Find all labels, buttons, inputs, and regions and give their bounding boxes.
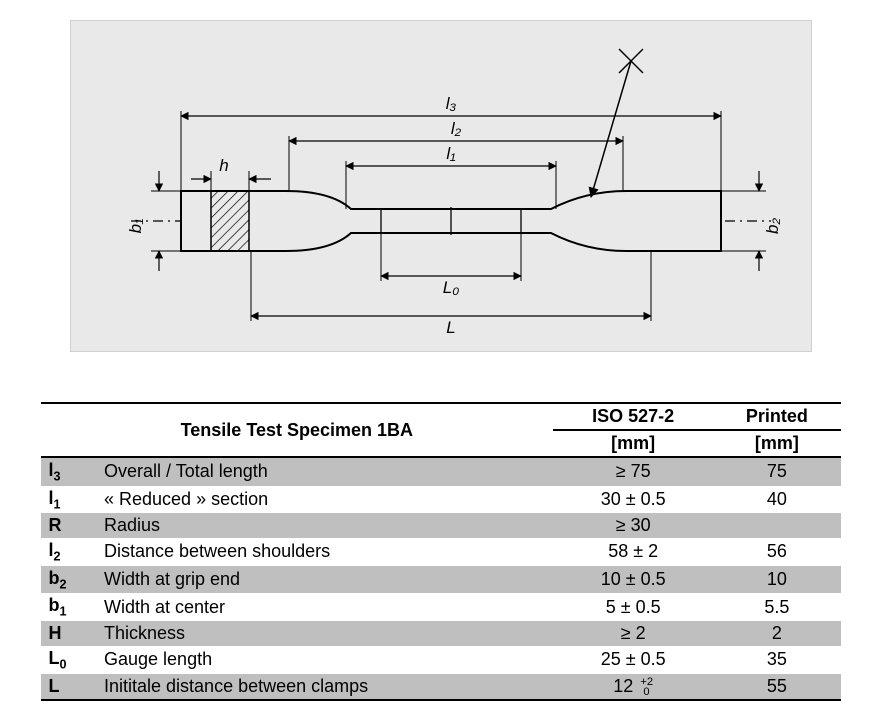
row-desc: Width at center: [96, 593, 553, 621]
svg-text:l₃: l₃: [445, 94, 456, 113]
row-desc: « Reduced » section: [96, 486, 553, 514]
row-symbol: H: [41, 621, 97, 646]
row-printed: 35: [713, 646, 840, 674]
table-header: Tensile Test Specimen 1BA ISO 527-2 Prin…: [41, 403, 841, 457]
row-iso: 12 +2 0: [553, 674, 713, 700]
row-desc: Overall / Total length: [96, 457, 553, 486]
hatched-section: [211, 191, 249, 251]
specimen-diagram: h l₃ l₂ l₁ L₀ L: [70, 20, 812, 352]
dim-l3: l₃: [181, 94, 721, 191]
row-iso: 58 ± 2: [553, 538, 713, 566]
col-printed-unit: [mm]: [713, 430, 840, 457]
row-iso: ≥ 75: [553, 457, 713, 486]
row-symbol: l1: [41, 486, 97, 514]
dim-l2: l₂: [289, 119, 623, 191]
table-row: LInititale distance between clamps12 +2 …: [41, 674, 841, 700]
table-row: l2Distance between shoulders58 ± 256: [41, 538, 841, 566]
row-desc: Width at grip end: [96, 566, 553, 594]
row-symbol: l2: [41, 538, 97, 566]
row-printed: 2: [713, 621, 840, 646]
row-symbol: L: [41, 674, 97, 700]
row-iso: 25 ± 0.5: [553, 646, 713, 674]
specimen-table: Tensile Test Specimen 1BA ISO 527-2 Prin…: [41, 402, 841, 701]
row-printed: 56: [713, 538, 840, 566]
table-row: RRadius≥ 30: [41, 513, 841, 538]
row-printed: [713, 513, 840, 538]
svg-text:L₀: L₀: [442, 278, 459, 297]
table-row: l3Overall / Total length≥ 7575: [41, 457, 841, 486]
row-symbol: b1: [41, 593, 97, 621]
svg-text:l₂: l₂: [450, 119, 461, 138]
svg-text:l₁: l₁: [446, 144, 455, 163]
row-desc: Inititale distance between clamps: [96, 674, 553, 700]
row-iso: ≥ 30: [553, 513, 713, 538]
dim-l1: l₁: [346, 144, 556, 209]
table-row: b1Width at center5 ± 0.55.5: [41, 593, 841, 621]
row-printed: 40: [713, 486, 840, 514]
row-symbol: L0: [41, 646, 97, 674]
row-desc: Thickness: [96, 621, 553, 646]
svg-text:L: L: [446, 318, 455, 337]
radius-indicator: [591, 49, 643, 197]
row-symbol: l3: [41, 457, 97, 486]
col-iso-header: ISO 527-2: [553, 403, 713, 430]
row-symbol: R: [41, 513, 97, 538]
row-printed: 55: [713, 674, 840, 700]
table-body: l3Overall / Total length≥ 7575l1« Reduce…: [41, 457, 841, 700]
row-printed: 75: [713, 457, 840, 486]
svg-text:b₂: b₂: [763, 218, 782, 234]
row-symbol: b2: [41, 566, 97, 594]
row-desc: Gauge length: [96, 646, 553, 674]
label-h: h: [219, 156, 228, 175]
table-row: b2Width at grip end10 ± 0.510: [41, 566, 841, 594]
svg-text:b₁: b₁: [126, 219, 145, 234]
dim-L0: L₀: [381, 233, 521, 297]
row-printed: 10: [713, 566, 840, 594]
row-desc: Radius: [96, 513, 553, 538]
table-title: Tensile Test Specimen 1BA: [41, 403, 554, 457]
row-iso: ≥ 2: [553, 621, 713, 646]
col-iso-unit: [mm]: [553, 430, 713, 457]
col-printed-header: Printed: [713, 403, 840, 430]
table-row: l1« Reduced » section30 ± 0.540: [41, 486, 841, 514]
table-row: L0Gauge length25 ± 0.535: [41, 646, 841, 674]
row-desc: Distance between shoulders: [96, 538, 553, 566]
row-iso: 5 ± 0.5: [553, 593, 713, 621]
row-iso: 30 ± 0.5: [553, 486, 713, 514]
specimen-svg: h l₃ l₂ l₁ L₀ L: [71, 21, 811, 351]
table-row: HThickness≥ 22: [41, 621, 841, 646]
row-printed: 5.5: [713, 593, 840, 621]
row-iso: 10 ± 0.5: [553, 566, 713, 594]
